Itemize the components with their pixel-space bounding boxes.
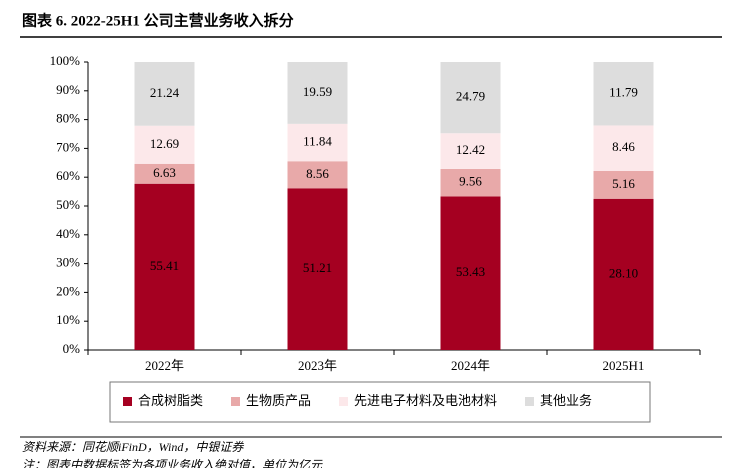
y-tick-label: 0% [63, 341, 81, 356]
x-tick-label: 2023年 [298, 358, 337, 373]
legend-swatch [231, 397, 240, 406]
legend-label: 合成树脂类 [138, 393, 203, 408]
y-tick-label: 80% [56, 111, 80, 126]
bar-segment [287, 188, 348, 350]
data-label: 5.16 [612, 176, 635, 191]
chart-title: 图表 6. 2022-25H1 公司主营业务收入拆分 [22, 11, 294, 29]
bar-segment [440, 62, 501, 134]
x-tick-label: 2024年 [451, 358, 490, 373]
legend-swatch [123, 397, 132, 406]
data-label: 9.56 [459, 174, 482, 189]
data-label: 8.56 [306, 166, 329, 181]
data-label: 51.21 [303, 260, 332, 275]
bar-segment [593, 170, 654, 199]
bar-segment [287, 161, 348, 189]
data-label: 6.63 [153, 165, 176, 180]
data-label: 19.59 [303, 84, 332, 99]
data-label: 55.41 [150, 258, 179, 273]
y-tick-label: 40% [56, 226, 80, 241]
data-label: 53.43 [456, 264, 485, 279]
y-tick-label: 70% [56, 139, 80, 154]
bar-segment [287, 123, 348, 162]
legend-label: 生物质产品 [246, 393, 311, 408]
bar-segment [134, 125, 195, 164]
legend-swatch [525, 397, 534, 406]
bar-segment [440, 133, 501, 169]
y-tick-label: 30% [56, 255, 80, 270]
legend-box [109, 381, 651, 423]
data-label: 12.69 [150, 136, 179, 151]
bar-segment [593, 125, 654, 171]
y-tick-label: 20% [56, 283, 80, 298]
bar-segment [440, 168, 501, 197]
data-label: 11.84 [303, 134, 332, 149]
legend-label: 先进电子材料及电池材料 [354, 393, 497, 408]
data-label: 21.24 [150, 85, 180, 100]
data-label: 11.79 [609, 85, 638, 100]
bar-segment [440, 196, 501, 350]
data-label: 12.42 [456, 142, 485, 157]
data-label: 24.79 [456, 89, 485, 104]
legend-label: 其他业务 [540, 393, 592, 408]
data-label: 28.10 [609, 265, 638, 280]
y-tick-label: 100% [50, 53, 81, 68]
note: 注：图表中数据标签为各项业务收入绝对值，单位为亿元 [22, 458, 323, 468]
y-tick-label: 10% [56, 312, 80, 327]
bar-segment [593, 62, 654, 126]
x-tick-label: 2022年 [145, 358, 184, 373]
source: 资料来源：同花顺iFinD，Wind，中银证券 [22, 440, 244, 454]
bar-segment [287, 62, 348, 124]
data-label: 8.46 [612, 139, 635, 154]
bar-segment [134, 62, 195, 126]
y-tick-label: 60% [56, 168, 80, 183]
bar-segment [593, 198, 654, 350]
y-tick-label: 50% [56, 197, 80, 212]
bar-segment [134, 163, 195, 184]
legend-swatch [339, 397, 348, 406]
y-tick-label: 90% [56, 82, 80, 97]
x-tick-label: 2025H1 [603, 358, 645, 373]
bar-segment [134, 183, 195, 350]
